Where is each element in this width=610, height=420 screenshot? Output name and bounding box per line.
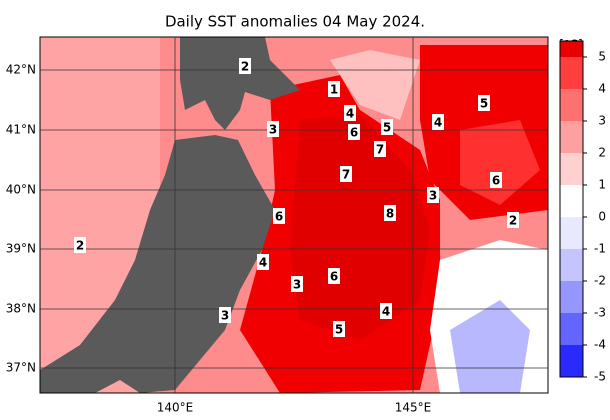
colorbar-band [560, 313, 583, 345]
contour-label-box [507, 212, 519, 228]
contour-label-box [328, 268, 340, 284]
contour-label: 4 [434, 116, 442, 130]
contour-label-box [344, 105, 356, 121]
colorbar-band [560, 345, 583, 377]
contour-label-box [478, 95, 490, 111]
contour-label-box [384, 205, 396, 221]
warm-core-inner [290, 115, 430, 340]
contour-label: 6 [275, 210, 283, 224]
cool-patch [330, 50, 420, 120]
cold-water-inner [450, 300, 530, 393]
contour-label: 3 [269, 123, 277, 137]
lat-label: 40°N [6, 183, 36, 197]
land-honshu [40, 135, 275, 393]
contour-label: 2 [509, 214, 517, 228]
colorbar-tick-label: -1 [594, 242, 606, 256]
contour-label: 4 [259, 256, 267, 270]
colorbar-tick-label: 1 [598, 178, 606, 192]
contour-label: 6 [350, 126, 358, 140]
colorbar-band [560, 121, 583, 153]
colorbar-band [560, 249, 583, 281]
contour-label: 4 [382, 305, 390, 319]
colorbar-tick-label: 0 [598, 210, 606, 224]
colorbar-tick-label: 5 [598, 50, 606, 64]
contour-label-box [257, 254, 269, 270]
contour-label: 5 [383, 121, 391, 135]
colorbar-tick-label: -5 [594, 370, 606, 384]
contour-label: 4 [346, 107, 354, 121]
contour-label-box [328, 81, 340, 97]
contour-label-box [427, 187, 439, 203]
contour-label: 2 [241, 60, 249, 74]
lon-label: 145°E [395, 401, 432, 415]
graticule: 42°N 41°N 40°N 39°N 38°N 37°N 140°E 145°E [6, 37, 548, 415]
colorbar-tick-label: 4 [598, 82, 606, 96]
contour-label: 6 [330, 270, 338, 284]
contour-label: 5 [480, 97, 488, 111]
contour-label: 8 [386, 207, 394, 221]
colorbar-band [560, 185, 583, 217]
contour-label-box [267, 121, 279, 137]
map-frame [39, 36, 549, 394]
contour-label: 3 [293, 278, 301, 292]
contour-label-box [273, 208, 285, 224]
contour-label: 3 [221, 309, 229, 323]
map [39, 36, 549, 394]
colorbar-frame [559, 40, 584, 378]
contour-label-box [432, 114, 444, 130]
contour-label-box [490, 172, 502, 188]
lat-label: 38°N [6, 302, 36, 316]
contour-label: 3 [429, 189, 437, 203]
contour-label-box [380, 303, 392, 319]
contour-label: 2 [76, 239, 84, 253]
contour-label: 5 [335, 323, 343, 337]
colorbar-tick-label: -4 [594, 338, 606, 352]
colorbar-band [560, 153, 583, 185]
contour-label-box [340, 166, 352, 182]
lat-label: 39°N [6, 242, 36, 256]
contour-label: 1 [330, 83, 338, 97]
colorbar-band [560, 281, 583, 313]
colorbar-tick-label: 3 [598, 114, 606, 128]
colorbar-band [560, 217, 583, 249]
colorbar-tick-label: -2 [594, 274, 606, 288]
title: Daily SST anomalies 04 May 2024. [165, 13, 425, 31]
land-hokkaido [180, 37, 300, 130]
lon-label: 140°E [157, 401, 194, 415]
lat-label: 42°N [6, 63, 36, 77]
colorbar-band [560, 89, 583, 121]
colorbar-tick-label: 2 [598, 146, 606, 160]
contour-label-box [291, 276, 303, 292]
colorbar-tick-label: -3 [594, 306, 606, 320]
contour-label-box [74, 237, 86, 253]
lat-label: 41°N [6, 123, 36, 137]
contour-label-box [348, 124, 360, 140]
lat-label: 37°N [6, 361, 36, 375]
colorbar-band [560, 41, 583, 57]
contour-label-box [333, 321, 345, 337]
contour-label: 6 [492, 174, 500, 188]
colorbar-band [560, 57, 583, 89]
warm-eddy-inner [460, 120, 540, 205]
contour-label-box [219, 307, 231, 323]
contour-label-box [381, 119, 393, 135]
contour-label: 7 [342, 168, 350, 182]
contour-label-box [374, 141, 386, 157]
contour-label: 7 [376, 143, 384, 157]
contour-label-box [239, 58, 251, 74]
